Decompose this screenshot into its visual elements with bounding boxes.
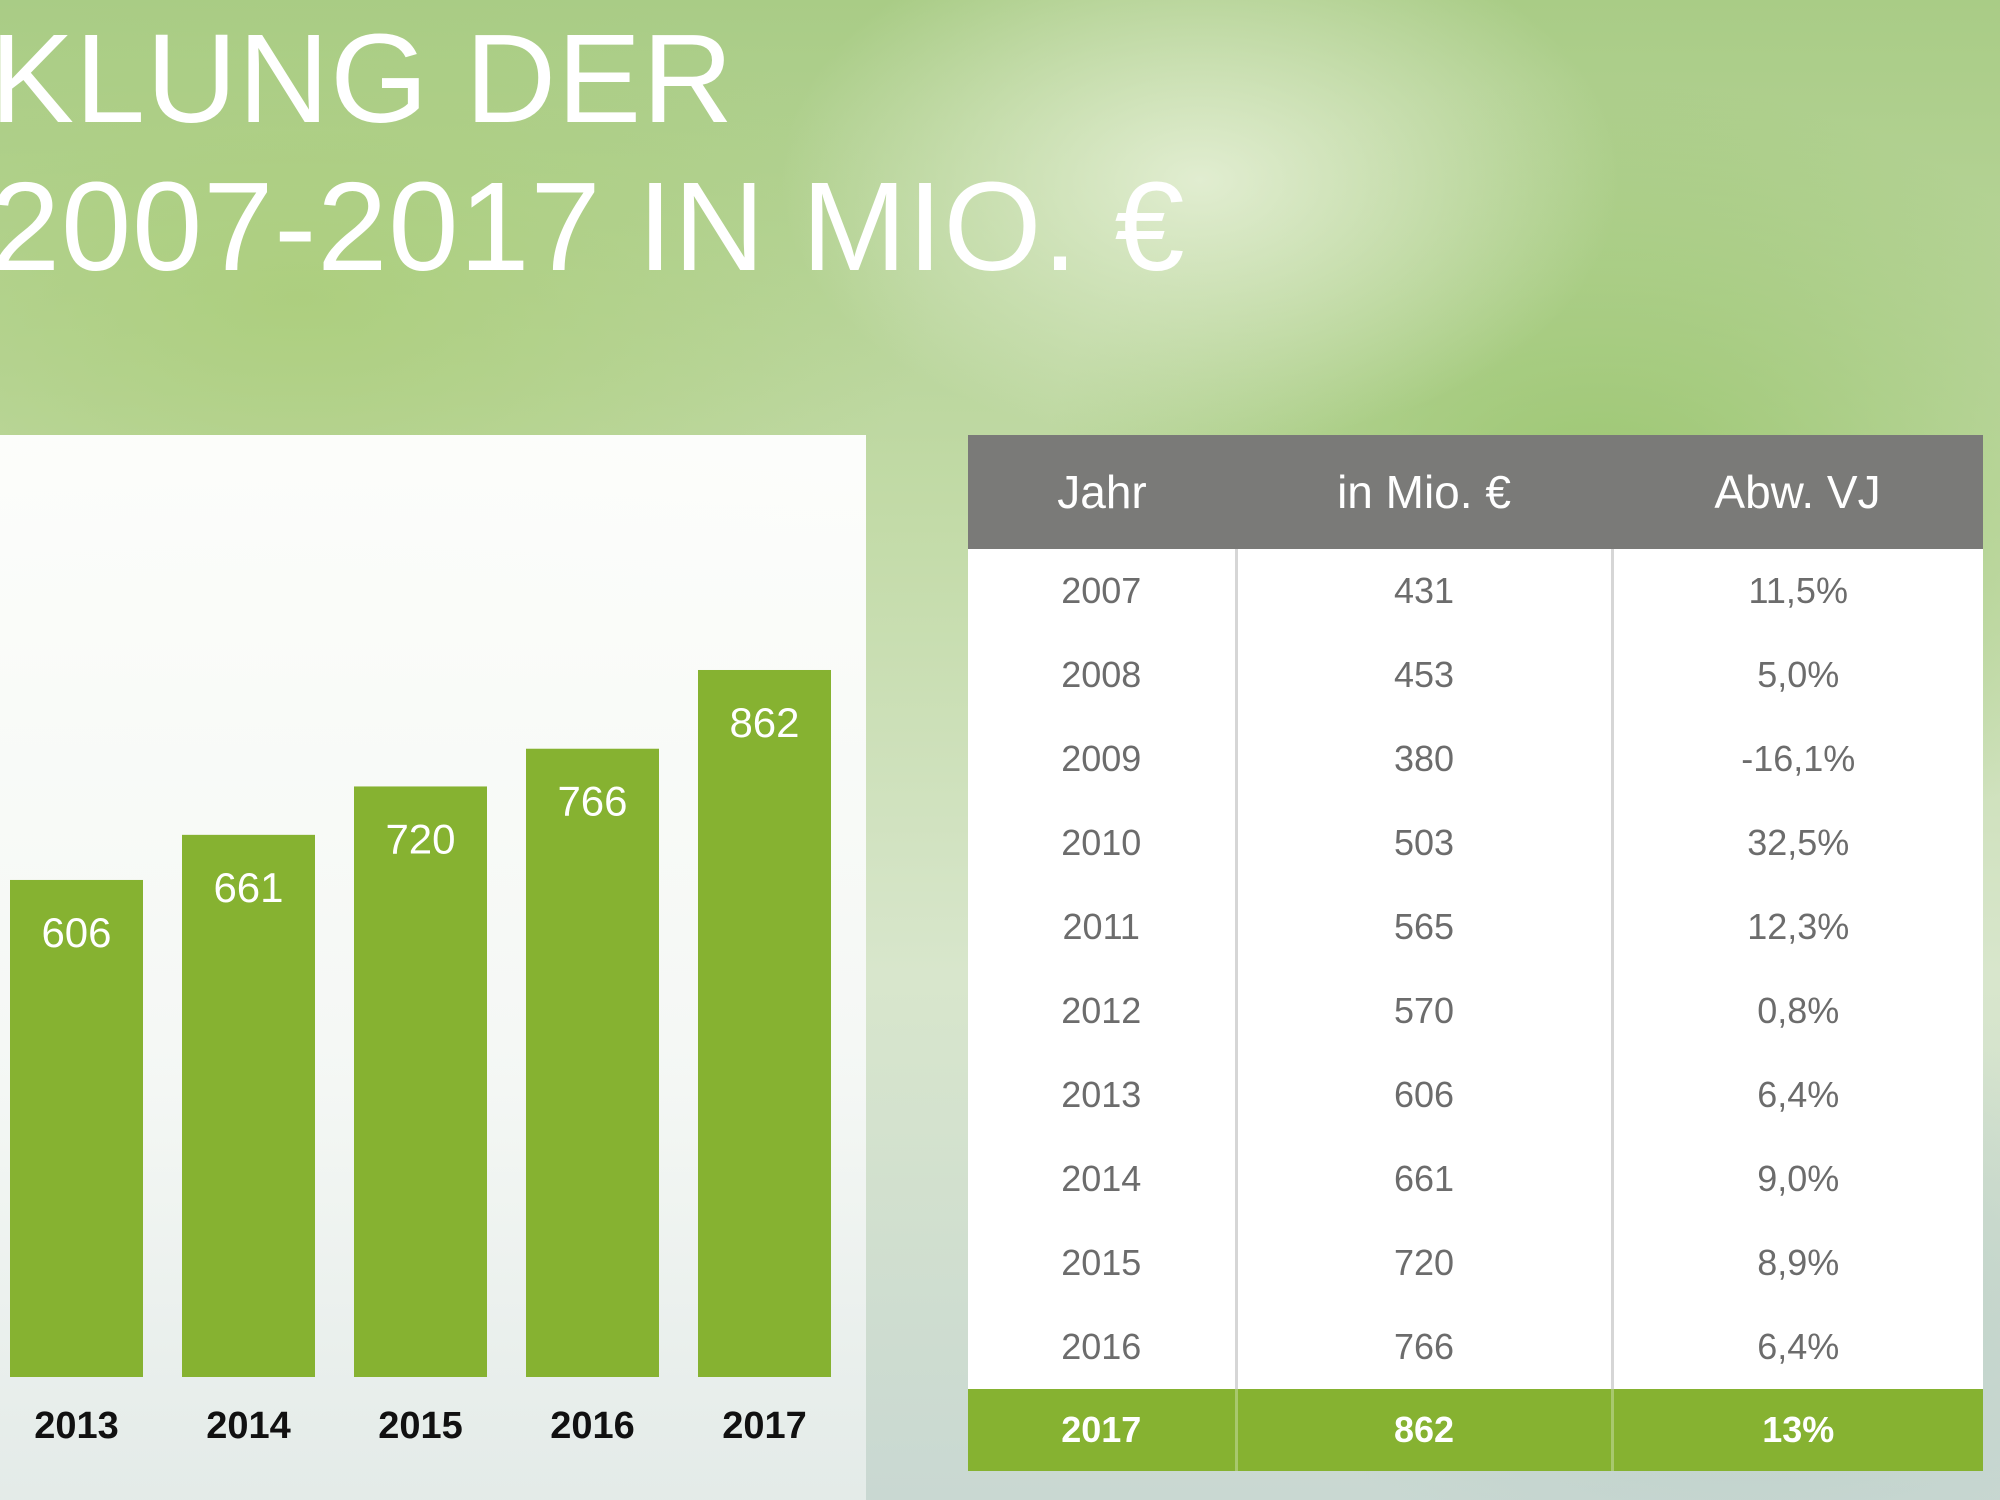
bar-value-label: 661	[213, 864, 283, 911]
cell-change: 32,5%	[1610, 801, 1983, 885]
cell-value: 661	[1234, 1137, 1612, 1221]
cell-value: 380	[1234, 717, 1612, 801]
x-tick-label: 2014	[206, 1405, 291, 1447]
revenue-table: Jahr in Mio. € Abw. VJ 2007 431 11,5% 2008 4…	[968, 435, 1983, 1471]
cell-value: 503	[1234, 801, 1612, 885]
bar-2016	[526, 748, 659, 1377]
cell-change: 11,5%	[1610, 549, 1983, 633]
table-row: 2008 453 5,0%	[968, 633, 1983, 717]
bar-value-label: 606	[41, 909, 111, 956]
bar-2015	[354, 786, 487, 1377]
cell-value: 565	[1234, 885, 1612, 969]
bar-value-label: 862	[729, 699, 799, 746]
cell-year: 2015	[968, 1221, 1236, 1305]
table-row: 2009 380 -16,1%	[968, 717, 1983, 801]
cell-change: 5,0%	[1610, 633, 1983, 717]
cell-change: 9,0%	[1610, 1137, 1983, 1221]
cell-year: 2014	[968, 1137, 1236, 1221]
cell-year: 2016	[968, 1305, 1236, 1389]
bar-2014	[182, 834, 315, 1377]
x-tick-label: 2016	[550, 1405, 635, 1447]
cell-value: 766	[1234, 1305, 1612, 1389]
bar-value-label: 766	[557, 778, 627, 825]
cell-change: -16,1%	[1610, 717, 1983, 801]
table-row: 2016 766 6,4%	[968, 1305, 1983, 1389]
cell-value: 431	[1234, 549, 1612, 633]
cell-year: 2013	[968, 1053, 1236, 1137]
title-line-1: KLUNG DER	[0, 8, 735, 149]
table-body: 2007 431 11,5% 2008 453 5,0% 2009 380 -16,1% 2010…	[968, 549, 1983, 1471]
cell-year: 2010	[968, 801, 1236, 885]
cell-change: 6,4%	[1610, 1053, 1983, 1137]
table-row: 2015 720 8,9%	[968, 1221, 1983, 1305]
cell-year: 2012	[968, 969, 1236, 1053]
x-tick-label: 2015	[378, 1405, 463, 1447]
table-header-row: Jahr in Mio. € Abw. VJ	[968, 435, 1983, 549]
cell-value: 606	[1234, 1053, 1612, 1137]
cell-change: 6,4%	[1610, 1305, 1983, 1389]
table-row: 2014 661 9,0%	[968, 1137, 1983, 1221]
x-tick-label: 2013	[34, 1405, 119, 1447]
cell-value: 453	[1234, 633, 1612, 717]
page-title: KLUNG DER 2007-2017 IN MIO. €	[0, 5, 1186, 301]
cell-change: 13%	[1610, 1389, 1983, 1471]
header-value: in Mio. €	[1236, 435, 1612, 549]
table-row: 2013 606 6,4%	[968, 1053, 1983, 1137]
header-year: Jahr	[968, 435, 1236, 549]
table-row: 2011 565 12,3%	[968, 885, 1983, 969]
chart-panel: 606 2013 661 2014 720 2015 766 2016 862 2017	[0, 435, 866, 1500]
cell-change: 8,9%	[1610, 1221, 1983, 1305]
cell-value: 720	[1234, 1221, 1612, 1305]
bar-2013	[10, 879, 143, 1377]
cell-year: 2011	[968, 885, 1236, 969]
table-row-highlight: 2017 862 13%	[968, 1389, 1983, 1471]
bar-chart: 606 2013 661 2014 720 2015 766 2016 862 2017	[10, 669, 831, 1447]
cell-year: 2009	[968, 717, 1236, 801]
table-row: 2007 431 11,5%	[968, 549, 1983, 633]
table-header: Jahr in Mio. € Abw. VJ	[968, 435, 1983, 549]
bar-2017	[698, 669, 831, 1377]
cell-change: 12,3%	[1610, 885, 1983, 969]
x-tick-label: 2017	[722, 1405, 807, 1447]
cell-value: 570	[1234, 969, 1612, 1053]
cell-value: 862	[1234, 1389, 1612, 1471]
cell-year: 2007	[968, 549, 1236, 633]
cell-change: 0,8%	[1610, 969, 1983, 1053]
bar-value-label: 720	[385, 815, 455, 862]
cell-year: 2017	[968, 1389, 1236, 1471]
cell-year: 2008	[968, 633, 1236, 717]
header-change: Abw. VJ	[1612, 435, 1983, 549]
title-line-2: 2007-2017 IN MIO. €	[0, 156, 1186, 297]
table-row: 2010 503 32,5%	[968, 801, 1983, 885]
table-row: 2012 570 0,8%	[968, 969, 1983, 1053]
